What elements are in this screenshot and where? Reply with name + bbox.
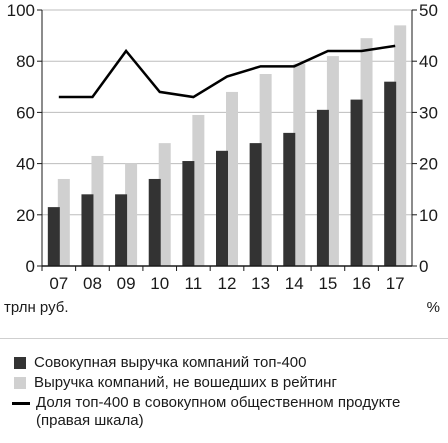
x-tick-label: 07 [49,274,68,293]
bar-top400 [47,207,60,266]
bar-top400 [148,178,161,266]
legend-swatch-share [12,402,30,405]
left-tick-label: 0 [26,257,35,276]
bar-others [226,91,238,266]
x-tick-label: 14 [285,274,304,293]
x-tick-label: 16 [352,274,371,293]
legend-label-share: Доля топ-400 в совокупном общественном п… [36,394,401,429]
left-tick-label: 40 [16,155,35,174]
legend-label-others: Выручка компаний, не вошедших в рейтинг [34,374,337,391]
bar-others [91,155,104,266]
left-axis-unit: трлн руб. [4,299,69,316]
bar-top400 [115,194,128,266]
x-tick-label: 15 [318,274,337,293]
bar-others [192,114,205,267]
legend-swatch-others [14,377,26,389]
x-tick-label: 11 [185,274,203,293]
bar-top400 [182,161,195,266]
right-tick-label: 50 [419,1,438,20]
right-axis-unit: % [427,299,440,316]
left-tick-label: 20 [16,206,35,225]
right-tick-label: 30 [419,103,438,122]
bar-others [326,56,339,266]
x-tick-label: 12 [218,274,237,293]
right-tick-label: 20 [419,155,438,174]
bar-top400 [249,143,262,266]
bar-top400 [216,150,228,266]
bar-top400 [384,81,397,267]
bar-others [158,143,171,266]
bar-top400 [350,99,363,266]
x-tick-label: 10 [150,274,169,293]
x-tick-label: 17 [386,274,405,293]
bar-others [293,63,306,267]
bar-top400 [316,109,329,266]
legend-item-top400: Совокупная выручка компаний топ-400 [12,354,442,372]
x-tick-label: 13 [251,274,270,293]
bar-others [360,38,373,266]
left-tick-label: 100 [7,1,35,20]
left-tick-label: 80 [16,52,35,71]
legend-item-share: Доля топ-400 в совокупном общественном п… [12,394,442,430]
legend: Совокупная выручка компаний топ-400 Выру… [12,354,442,432]
left-tick-label: 60 [16,103,35,122]
bar-top400 [283,132,296,266]
bar-others [57,178,70,266]
x-tick-label: 08 [83,274,102,293]
bar-others [125,163,138,266]
bar-others [259,74,272,266]
legend-divider [0,338,448,339]
bar-top400 [81,194,94,266]
right-tick-label: 0 [419,257,428,276]
legend-label-top400: Совокупная выручка компаний топ-400 [34,354,307,371]
legend-swatch-top400 [14,357,26,369]
share-line [58,44,396,99]
x-tick-label: 09 [117,274,136,293]
right-tick-label: 40 [419,52,438,71]
bar-others [394,25,407,266]
right-tick-label: 10 [419,206,438,225]
legend-item-others: Выручка компаний, не вошедших в рейтинг [12,374,442,392]
chart-canvas: 0 20 40 60 80 100 0 10 20 30 40 50 07 08 09 10 11 12 13 14 1… [4,1,440,316]
